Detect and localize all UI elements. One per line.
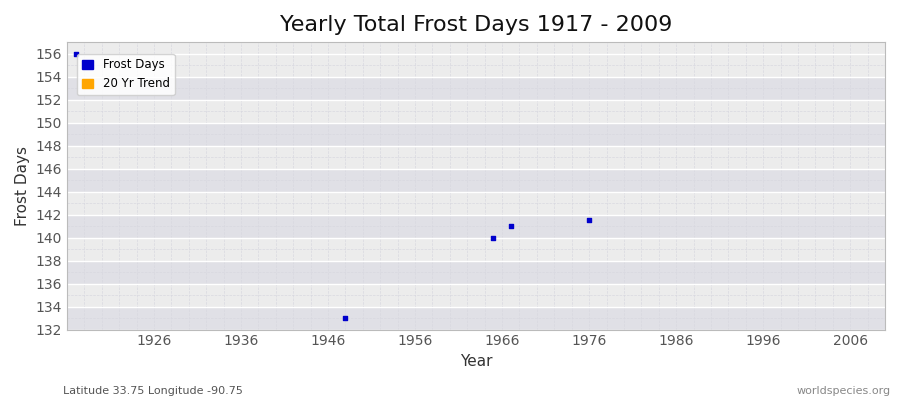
Y-axis label: Frost Days: Frost Days [15,146,30,226]
Point [338,315,353,321]
Bar [67,123,885,146]
Bar [67,100,885,123]
Point [68,50,83,57]
Bar [67,146,885,168]
Bar [67,54,885,77]
Bar [67,168,885,192]
Point [504,223,518,229]
Bar [67,192,885,214]
Legend: Frost Days, 20 Yr Trend: Frost Days, 20 Yr Trend [76,54,175,95]
Point [486,234,500,241]
Title: Yearly Total Frost Days 1917 - 2009: Yearly Total Frost Days 1917 - 2009 [280,15,672,35]
Bar [67,306,885,330]
Bar [67,238,885,260]
Text: Latitude 33.75 Longitude -90.75: Latitude 33.75 Longitude -90.75 [63,386,243,396]
Text: worldspecies.org: worldspecies.org [796,386,891,396]
Bar [67,284,885,306]
Bar [67,77,885,100]
X-axis label: Year: Year [460,354,492,369]
Bar [67,214,885,238]
Point [582,217,597,224]
Bar [67,260,885,284]
